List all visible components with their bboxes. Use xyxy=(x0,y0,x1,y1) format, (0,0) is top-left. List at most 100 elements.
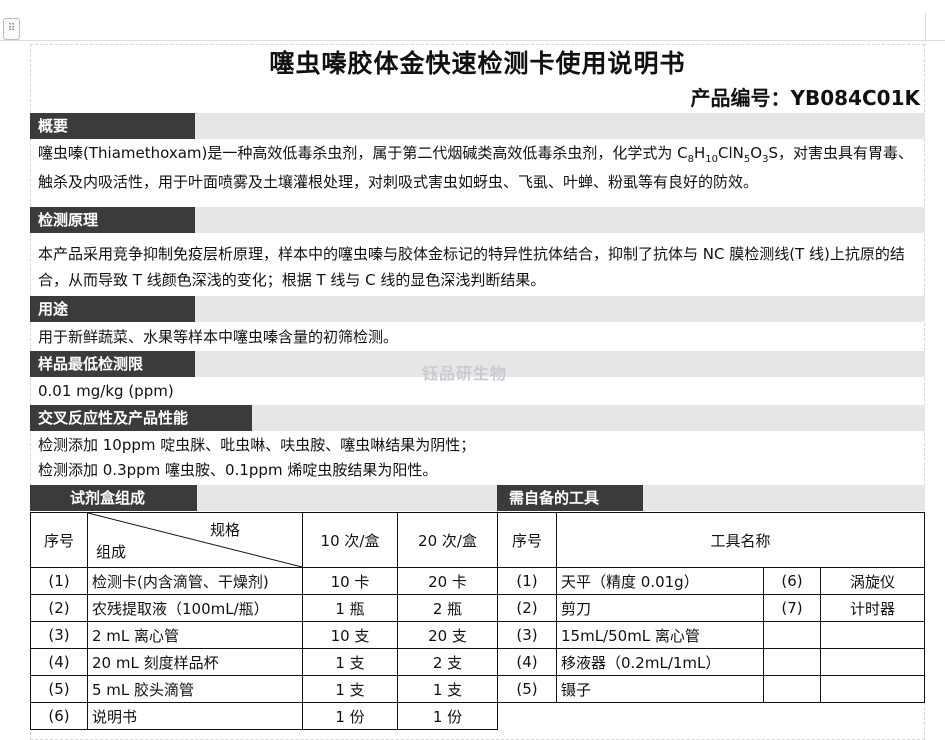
header-name: 工具名称 xyxy=(556,512,925,568)
f: H xyxy=(693,144,706,162)
section-heading: 检测原理 xyxy=(30,207,195,233)
section-tools-header: 需自备的工具 xyxy=(497,485,925,511)
header-spec-comp: 规格 组成 xyxy=(87,512,303,568)
table-row: (5) 镊子 xyxy=(497,675,925,703)
table-row: (4) 移液器（0.2mL/1mL） xyxy=(497,648,925,676)
table-row: (3) 2 mL 离心管 10 支 20 支 xyxy=(30,621,498,649)
table-row: (3) 15mL/50mL 离心管 xyxy=(497,621,925,649)
cell-name: 涡旋仪 xyxy=(820,567,925,595)
cell-name xyxy=(820,675,925,703)
cell-20: 2 瓶 xyxy=(397,594,498,622)
section-heading: 试剂盒组成 xyxy=(30,485,197,511)
drag-handle-icon[interactable]: ⠿ xyxy=(3,18,20,40)
cell-no xyxy=(763,648,821,676)
f: 5 xyxy=(743,154,751,165)
watermark-logo: 钰品研生物 xyxy=(422,364,508,383)
section-heading: 交叉反应性及产品性能 xyxy=(30,405,252,431)
cell-name: 计时器 xyxy=(820,594,925,622)
cell-name: 2 mL 离心管 xyxy=(87,621,303,649)
cell-10: 1 份 xyxy=(302,702,398,730)
cell-no: (2) xyxy=(30,594,88,622)
table-row: (2) 剪刀 (7) 计时器 xyxy=(497,594,925,622)
cross-line-2: 检测添加 0.3ppm 噻虫胺、0.1ppm 烯啶虫胺结果为阳性。 xyxy=(38,461,438,479)
table-header-row: 序号 工具名称 xyxy=(497,512,925,568)
principle-text: 本产品采用竞争抑制免疫层析原理，样本中的噻虫嗪与胶体金标记的特异性抗体结合，抑制… xyxy=(38,245,905,289)
section-heading: 样品最低检测限 xyxy=(30,351,195,377)
cell-no: (1) xyxy=(30,567,88,595)
cell-10: 1 瓶 xyxy=(302,594,398,622)
header-no: 序号 xyxy=(497,512,557,568)
f: ClN xyxy=(718,144,744,162)
cell-name: 农残提取液（100mL/瓶） xyxy=(87,594,303,622)
cell-name: 镊子 xyxy=(556,675,764,703)
f: S xyxy=(768,144,778,162)
cell-no xyxy=(763,675,821,703)
cell-name: 20 mL 刻度样品杯 xyxy=(87,648,303,676)
section-cross-header: 交叉反应性及产品性能 xyxy=(30,405,925,431)
lod-text: 0.01 mg/kg (ppm) xyxy=(38,382,174,400)
cell-20: 1 支 xyxy=(397,675,498,703)
usage-text: 用于新鲜蔬菜、水果等样本中噻虫嗪含量的初筛检测。 xyxy=(38,328,399,346)
cell-name xyxy=(820,621,925,649)
cell-no: (2) xyxy=(497,594,557,622)
cross-line-1: 检测添加 10ppm 啶虫脒、吡虫啉、呋虫胺、噻虫啉结果为阴性； xyxy=(38,436,476,454)
product-code: 产品编号：YB084C01K xyxy=(690,86,920,110)
cell-name: 天平（精度 0.01g） xyxy=(556,567,764,595)
cell-20: 20 支 xyxy=(397,621,498,649)
margin-marker xyxy=(925,12,926,42)
section-overview-header: 概要 xyxy=(30,113,925,139)
cell-10: 10 卡 xyxy=(302,567,398,595)
cell-name: 说明书 xyxy=(87,702,303,730)
table-row: (1) 天平（精度 0.01g） (6) 涡旋仪 xyxy=(497,567,925,595)
cell-name: 5 mL 胶头滴管 xyxy=(87,675,303,703)
section-kit-header: 试剂盒组成 xyxy=(30,485,497,511)
cell-name xyxy=(820,648,925,676)
header-spec: 规格 xyxy=(209,521,240,539)
overview-text-a: 噻虫嗪(Thiamethoxam)是一种高效低毒杀虫剂，属于第二代烟碱类高效低毒… xyxy=(38,144,688,162)
cell-20: 1 份 xyxy=(397,702,498,730)
page-edge xyxy=(0,40,945,41)
cell-no: (5) xyxy=(30,675,88,703)
header-comp: 组成 xyxy=(96,543,127,561)
cell-no xyxy=(763,621,821,649)
section-heading: 用途 xyxy=(30,296,195,322)
overview-text: 噻虫嗪(Thiamethoxam)是一种高效低毒杀虫剂，属于第二代烟碱类高效低毒… xyxy=(38,142,923,194)
cell-10: 10 支 xyxy=(302,621,398,649)
f: 10 xyxy=(705,154,718,165)
cell-no: (4) xyxy=(30,648,88,676)
section-lod-header: 样品最低检测限 xyxy=(30,351,925,377)
cell-name: 移液器（0.2mL/1mL） xyxy=(556,648,764,676)
header-no: 序号 xyxy=(30,512,88,568)
section-heading: 需自备的工具 xyxy=(497,485,643,511)
cell-10: 1 支 xyxy=(302,648,398,676)
cell-name: 15mL/50mL 离心管 xyxy=(556,621,764,649)
section-usage-header: 用途 xyxy=(30,296,925,322)
diagonal-line xyxy=(88,513,302,567)
cell-no: (1) xyxy=(497,567,557,595)
cell-name: 检测卡(内含滴管、干燥剂) xyxy=(87,567,303,595)
cell-20: 20 卡 xyxy=(397,567,498,595)
cell-no: (7) xyxy=(763,594,821,622)
f: O xyxy=(750,144,763,162)
tools-table: 序号 工具名称 (1) 天平（精度 0.01g） (6) 涡旋仪 (2) 剪刀 (7) 计时… xyxy=(497,512,925,703)
overview-text-b: ，对害虫具有胃毒、触杀及内吸活性，用于叶面喷雾及土壤灌根处理，对刺吸式害虫如蚜虫… xyxy=(38,144,913,191)
cell-no: (5) xyxy=(497,675,557,703)
f: 3 xyxy=(762,154,769,165)
page-title: 噻虫嗪胶体金快速检测卡使用说明书 xyxy=(269,49,686,78)
table-header-row: 序号 规格 组成 10 次/盒 20 次/盒 xyxy=(30,512,498,568)
cell-no: (3) xyxy=(497,621,557,649)
cell-no: (3) xyxy=(30,621,88,649)
section-heading: 概要 xyxy=(30,113,195,139)
cell-no: (6) xyxy=(763,567,821,595)
header-10: 10 次/盒 xyxy=(302,512,398,568)
cell-name: 剪刀 xyxy=(556,594,764,622)
cell-no: (4) xyxy=(497,648,557,676)
section-principle-header: 检测原理 xyxy=(30,207,925,233)
cell-10: 1 支 xyxy=(302,675,398,703)
header-20: 20 次/盒 xyxy=(397,512,498,568)
kit-table: 序号 规格 组成 10 次/盒 20 次/盒 (1) 检测卡(内含滴管、干燥剂) 1… xyxy=(30,512,498,730)
